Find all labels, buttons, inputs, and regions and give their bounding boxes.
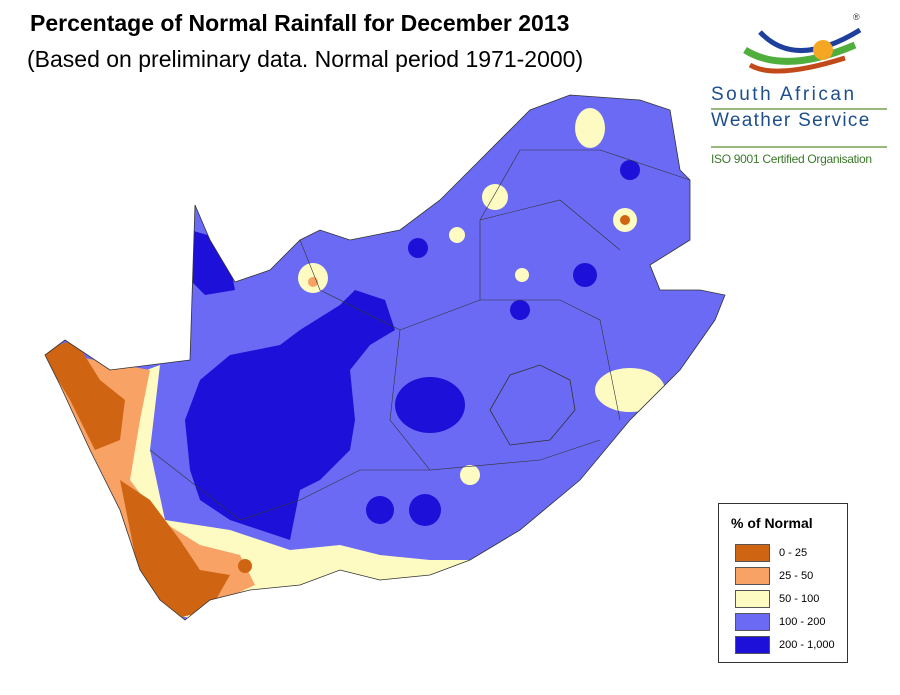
zone-200-1000-spot <box>510 300 530 320</box>
zone-200-1000-spot <box>366 496 394 524</box>
zone-200-1000-spot <box>573 263 597 287</box>
zone-50-100-north <box>575 108 605 148</box>
logo-line1: South African <box>711 84 857 105</box>
legend-title: % of Normal <box>731 515 813 531</box>
legend-label: 100 - 200 <box>779 616 826 628</box>
legend-item: 25 - 50 <box>735 567 813 585</box>
zone-200-1000-spot <box>620 160 640 180</box>
map-subtitle: (Based on preliminary data. Normal perio… <box>27 46 584 72</box>
saws-swoosh-icon <box>743 27 862 74</box>
zone-200-1000-east <box>395 377 465 433</box>
logo-line2: Weather Service <box>711 110 871 131</box>
zone-50-100-spot <box>460 465 480 485</box>
logo-iso: ISO 9001 Certified Organisation <box>711 152 872 166</box>
zone-200-1000-northwest <box>190 230 235 295</box>
saws-logo: ® South African Weather Service ISO 9001… <box>705 10 890 175</box>
zone-200-1000-spot <box>409 494 441 526</box>
zone-200-1000-spot <box>408 238 428 258</box>
legend-item: 100 - 200 <box>735 613 825 631</box>
logo-divider <box>711 146 887 148</box>
zone-0-25-spot <box>238 559 252 573</box>
legend-label: 50 - 100 <box>779 593 820 605</box>
zone-50-100-spot <box>482 184 508 210</box>
legend-swatch <box>735 636 770 654</box>
legend-item: 50 - 100 <box>735 590 819 608</box>
map-title: Percentage of Normal Rainfall for Decemb… <box>30 10 570 36</box>
legend-label: 200 - 1,000 <box>779 639 835 651</box>
legend-swatch <box>735 544 770 562</box>
zone-200-1000-central <box>185 290 395 540</box>
zone-0-25-west <box>45 340 230 620</box>
legend-swatch <box>735 613 770 631</box>
province-borders <box>149 149 691 521</box>
legend-item: 200 - 1,000 <box>735 636 835 654</box>
legend-swatch <box>735 567 770 585</box>
zone-50-100-spot <box>515 268 529 282</box>
registered-mark: ® <box>853 12 860 22</box>
legend-label: 0 - 25 <box>779 547 808 559</box>
legend-item: 0 - 25 <box>735 544 807 562</box>
zone-50-100-east <box>595 368 665 412</box>
logo-divider <box>711 108 887 110</box>
legend-label: 25 - 50 <box>779 570 814 582</box>
map-legend: % of Normal 0 - 25 25 - 50 50 - 100 100 … <box>718 503 848 663</box>
zone-50-100-spot <box>449 227 465 243</box>
zone-0-25-spot <box>620 215 630 225</box>
legend-swatch <box>735 590 770 608</box>
